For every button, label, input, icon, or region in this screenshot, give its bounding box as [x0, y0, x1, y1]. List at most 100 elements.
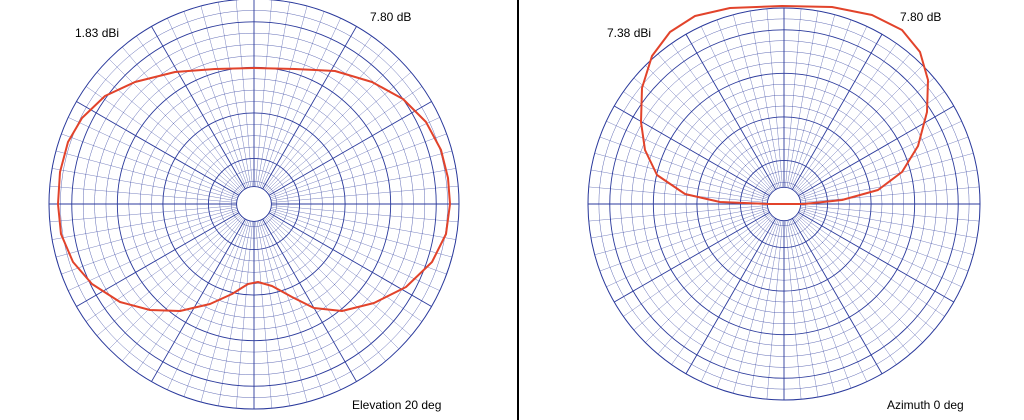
major-radial	[685, 34, 777, 190]
minor-radial	[96, 72, 241, 193]
minor-radial	[271, 168, 456, 202]
minor-radial	[218, 2, 252, 187]
radiation-pattern-trace	[640, 5, 929, 205]
minor-radial	[256, 221, 290, 406]
minor-radial	[799, 120, 962, 198]
minor-radial	[788, 220, 835, 394]
major-radial	[151, 26, 246, 190]
minor-radial	[623, 213, 771, 317]
minor-radial	[200, 5, 250, 188]
minor-radial	[270, 208, 453, 258]
gain-label: 1.83 dBi	[75, 26, 120, 40]
minor-radial	[599, 209, 769, 272]
max-gain-label: 7.80 dB	[370, 10, 412, 24]
minor-radial	[795, 215, 923, 343]
major-radial	[268, 101, 432, 196]
max-gain-label: 7.80 dB	[900, 10, 942, 24]
minor-radial	[167, 18, 247, 189]
minor-radial	[733, 220, 780, 394]
minor-radial	[265, 217, 386, 362]
minor-radial	[235, 221, 253, 409]
minor-radial	[800, 186, 980, 203]
minor-radial	[657, 53, 774, 192]
minor-radial	[716, 219, 779, 389]
minor-radial	[788, 14, 835, 188]
minor-radial	[261, 18, 341, 189]
minor-radial	[52, 206, 237, 240]
minor-radial	[61, 209, 238, 275]
minor-radial	[268, 213, 423, 322]
minor-radial	[796, 77, 935, 194]
major-radial	[76, 101, 240, 196]
minor-radial	[259, 220, 325, 397]
minor-radial	[794, 53, 911, 192]
minor-radial	[266, 216, 400, 350]
minor-radial	[270, 150, 453, 200]
polar-grid	[48, 0, 460, 410]
minor-radial	[766, 8, 783, 188]
minor-radial	[657, 216, 774, 355]
minor-radial	[623, 91, 771, 195]
minor-radial	[122, 217, 243, 362]
polar-grid	[587, 7, 981, 401]
minor-radial	[96, 215, 241, 336]
minor-radial	[671, 43, 775, 191]
minor-radial	[183, 220, 249, 397]
outer-ring	[48, 0, 460, 410]
minor-radial	[590, 206, 768, 239]
gain-label: 7.38 dBi	[607, 26, 652, 40]
minor-radial	[606, 210, 769, 288]
minor-radial	[799, 136, 969, 199]
minor-radial	[749, 10, 782, 188]
minor-radial	[800, 169, 978, 202]
major-radial	[268, 212, 432, 307]
minor-radial	[789, 19, 852, 189]
minor-radial	[258, 5, 308, 188]
major-radial	[798, 105, 954, 197]
minor-radial	[267, 215, 412, 336]
azimuth-pattern-plot	[48, 0, 460, 410]
minor-radial	[183, 11, 249, 188]
minor-radial	[590, 169, 768, 202]
minor-radial	[52, 168, 237, 202]
minor-radial	[716, 19, 779, 189]
minor-radial	[700, 219, 778, 382]
minor-radial	[599, 136, 769, 199]
minor-radial	[256, 2, 290, 187]
minor-radial	[255, 0, 273, 187]
minor-radial	[790, 219, 868, 382]
minor-radial	[789, 219, 852, 389]
radiation-pattern-trace	[57, 67, 451, 312]
minor-radial	[269, 117, 440, 197]
minor-radial	[263, 35, 372, 190]
minor-radial	[588, 186, 768, 203]
minor-radial	[793, 43, 897, 191]
elevation-pattern-plot	[587, 5, 981, 401]
minor-radial	[270, 209, 447, 275]
minor-radial	[55, 150, 238, 200]
minor-radial	[258, 220, 308, 403]
minor-radial	[633, 214, 772, 331]
minor-radial	[259, 11, 325, 188]
minor-radial	[49, 205, 237, 223]
minor-radial	[588, 205, 768, 222]
minor-radial	[790, 26, 868, 189]
minor-radial	[85, 86, 240, 195]
minor-radial	[786, 10, 819, 188]
minor-radial	[766, 220, 783, 400]
minor-radial	[733, 14, 780, 188]
minor-radial	[796, 214, 935, 331]
minor-radial	[797, 91, 945, 195]
minor-radial	[136, 35, 245, 190]
minor-radial	[261, 219, 341, 390]
major-radial	[798, 211, 954, 303]
right-polar-panel: 7.38 dBi 7.80 dB Azimuth 0 deg	[520, 0, 1024, 420]
major-radial	[262, 218, 357, 382]
center-ring	[236, 186, 272, 222]
minor-radial	[271, 205, 459, 223]
minor-radial	[108, 58, 242, 192]
minor-radial	[800, 208, 974, 255]
minor-radial	[55, 208, 238, 258]
minor-radial	[799, 209, 969, 272]
minor-radial	[594, 153, 768, 200]
